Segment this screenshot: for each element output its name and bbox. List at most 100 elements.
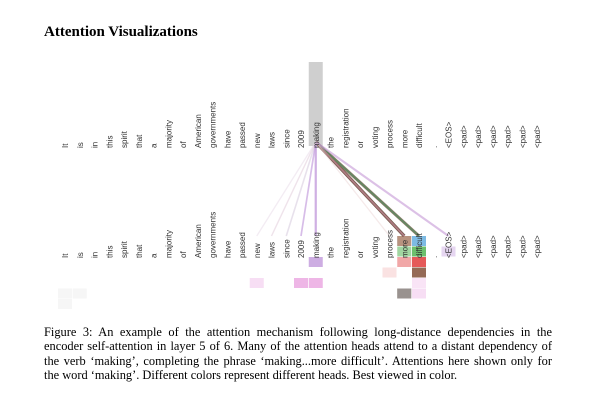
bottom-token-29: <pad> (489, 235, 498, 258)
head-block-16 (397, 288, 412, 299)
bottom-token-13: new (253, 243, 262, 258)
top-token-0: It (61, 143, 70, 148)
attention-link-since-7 (285, 141, 317, 237)
bottom-token-23: more (400, 239, 409, 258)
top-token-22: process (386, 120, 395, 148)
bottom-token-6: a (150, 253, 159, 258)
bottom-token-26: <EOS> (445, 231, 454, 258)
top-token-12: passed (238, 122, 247, 148)
bottom-token-19: registration (341, 218, 350, 258)
bottom-token-25: . (430, 256, 439, 258)
attention-link-2009-6 (300, 141, 317, 237)
bottom-token-3: this (105, 246, 114, 258)
faint-block-1 (72, 288, 87, 299)
bottom-token-labels: It is in this spirit that a majority of American g… (61, 212, 542, 258)
head-block-8 (308, 257, 323, 267)
top-token-16: 2009 (297, 130, 306, 148)
bottom-token-18: the (327, 246, 336, 258)
top-token-9: American (194, 114, 203, 148)
bottom-token-22: process (386, 230, 395, 258)
head-block-4 (412, 246, 426, 257)
bottom-token-8: of (179, 251, 188, 258)
bottom-token-24: difficult (415, 232, 424, 258)
top-token-30: <pad> (504, 125, 513, 148)
head-block-3 (397, 246, 412, 257)
top-token-4: spirit (120, 130, 129, 148)
top-token-17: making (312, 122, 321, 148)
head-color-blocks (58, 236, 456, 309)
top-token-23: more (400, 129, 409, 148)
top-token-8: of (179, 141, 188, 148)
top-token-32: <pad> (533, 125, 542, 148)
bottom-token-15: since (282, 239, 291, 258)
top-token-25: . (430, 146, 439, 148)
top-token-26: <EOS> (445, 121, 454, 148)
bottom-token-21: voting (371, 237, 380, 258)
top-token-29: <pad> (489, 125, 498, 148)
top-token-31: <pad> (518, 125, 527, 148)
top-token-13: new (253, 133, 262, 148)
top-token-1: is (76, 142, 85, 148)
bottom-token-0: It (61, 253, 70, 258)
head-block-6 (397, 257, 412, 267)
head-block-7 (441, 246, 456, 257)
attention-link-process-10 (315, 141, 391, 237)
head-block-14 (382, 267, 397, 278)
bottom-token-28: <pad> (474, 235, 483, 258)
top-token-15: since (282, 129, 291, 148)
top-token-19: registration (341, 108, 350, 148)
bottom-token-4: spirit (120, 240, 129, 258)
bottom-token-12: passed (238, 232, 247, 258)
top-token-3: this (105, 136, 114, 148)
bottom-token-9: American (194, 224, 203, 258)
bottom-token-11: have (223, 240, 232, 258)
attention-link-laws-8 (270, 141, 317, 237)
bottom-token-27: <pad> (459, 235, 468, 258)
query-highlight (308, 62, 323, 146)
top-token-labels: It is in this spirit that a majority of American g… (61, 102, 542, 148)
bottom-token-14: laws (268, 242, 277, 258)
head-block-10 (308, 278, 323, 288)
bottom-token-17: making (312, 232, 321, 258)
bottom-token-32: <pad> (533, 235, 542, 258)
top-token-14: laws (268, 132, 277, 148)
top-token-18: the (327, 136, 336, 148)
top-token-28: <pad> (474, 125, 483, 148)
top-token-7: majority (164, 120, 173, 148)
section-title: Attention Visualizations (44, 24, 198, 40)
top-token-21: voting (371, 127, 380, 148)
bottom-token-20: or (356, 251, 365, 258)
head-block-11 (294, 278, 308, 288)
top-token-5: that (135, 134, 144, 148)
attention-link-new-9 (256, 141, 317, 237)
faint-block-0 (58, 288, 72, 299)
top-token-2: in (91, 142, 100, 148)
head-block-2 (397, 236, 412, 246)
top-token-11: have (223, 130, 232, 148)
top-token-24: difficult (415, 122, 424, 148)
top-token-10: governments (209, 102, 218, 148)
top-token-27: <pad> (459, 125, 468, 148)
attention-links (256, 140, 450, 238)
bottom-token-5: that (135, 244, 144, 258)
attention-link-difficult-2 (315, 141, 420, 237)
head-block-17 (412, 288, 426, 299)
bottom-token-16: 2009 (297, 240, 306, 258)
head-block-5 (412, 257, 426, 267)
bottom-token-10: governments (209, 212, 218, 258)
bottom-token-1: is (76, 252, 85, 258)
attention-visualization: It is in this spirit that a majority of American g… (58, 62, 542, 309)
head-block-1 (412, 236, 426, 246)
bottom-token-31: <pad> (518, 235, 527, 258)
head-block-12 (249, 278, 264, 288)
faint-block-2 (58, 299, 72, 309)
top-token-20: or (356, 141, 365, 148)
attention-link-EOS-4 (315, 141, 450, 237)
head-block-13 (412, 278, 426, 288)
bottom-token-30: <pad> (504, 235, 513, 258)
head-block-9 (412, 267, 426, 278)
figure-caption: Figure 3: An example of the attention me… (44, 325, 552, 383)
top-token-6: a (150, 143, 159, 148)
bottom-token-2: in (91, 252, 100, 258)
